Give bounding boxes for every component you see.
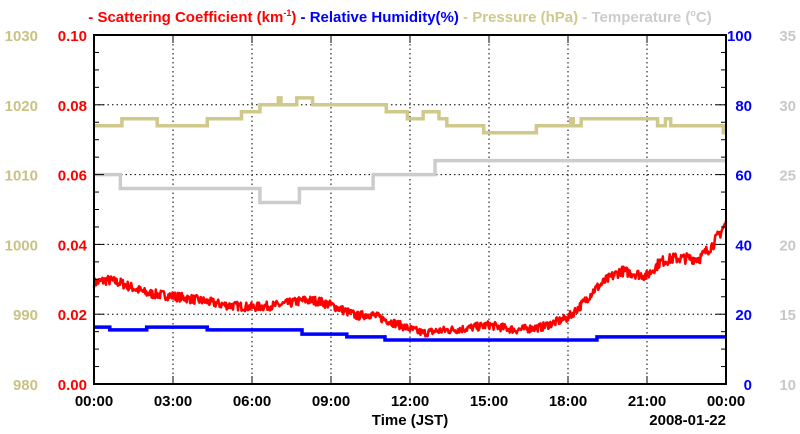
pressure-tick-label: 1000 [5, 237, 38, 254]
scattering-tick-label: 0.08 [58, 98, 87, 115]
x-tick-label: 21:00 [628, 393, 666, 410]
legend-superscript: o [690, 8, 696, 18]
series-relative-humidity [94, 325, 726, 342]
legend: - Scattering Coefficient (km-1) - Relati… [88, 8, 711, 26]
date-label: 2008-01-22 [649, 412, 726, 429]
x-tick-label: 15:00 [470, 393, 508, 410]
pressure-tick-label: 990 [13, 307, 38, 324]
x-tick-label: 06:00 [233, 393, 271, 410]
legend-label-close: ) [291, 9, 296, 26]
temperature-tick-label: 15 [779, 307, 796, 324]
pressure-tick-label: 980 [13, 377, 38, 394]
scattering-tick-label: 0.00 [58, 377, 87, 394]
temperature-tick-label: 30 [779, 98, 796, 115]
series-scattering-coefficient [92, 220, 728, 338]
legend-text: - Scattering Coefficient (km-1) - Relati… [88, 8, 711, 26]
legend-label-close: C) [696, 9, 712, 26]
x-tick-label: 09:00 [312, 393, 350, 410]
legend-label: Temperature ( [591, 9, 690, 26]
scattering-tick-label: 0.02 [58, 307, 87, 324]
temperature-tick-label: 10 [779, 377, 796, 394]
temperature-tick-label: 35 [779, 28, 796, 45]
series-pressure [94, 96, 726, 135]
humidity-tick-label: 20 [735, 307, 752, 324]
x-tick-label: 03:00 [154, 393, 192, 410]
temperature-tick-label: 25 [779, 168, 796, 185]
x-axis-label: Time (JST) [372, 412, 448, 429]
humidity-tick-label: 80 [735, 98, 752, 115]
legend-dash: - [296, 9, 309, 26]
x-tick-label: 18:00 [549, 393, 587, 410]
legend-superscript: -1 [283, 8, 291, 18]
x-tick-label: 00:00 [75, 393, 113, 410]
scattering-tick-label: 0.06 [58, 168, 87, 185]
humidity-tick-label: 0 [744, 377, 752, 394]
humidity-tick-label: 40 [735, 237, 752, 254]
humidity-tick-label: 60 [735, 168, 752, 185]
x-tick-label: 00:00 [707, 393, 745, 410]
x-tick-label: 12:00 [391, 393, 429, 410]
legend-label: Pressure (hPa) [472, 9, 578, 26]
pressure-tick-label: 1030 [5, 28, 38, 45]
legend-dash: - [88, 9, 97, 26]
scattering-tick-label: 0.04 [58, 237, 88, 254]
temperature-tick-label: 20 [779, 237, 796, 254]
axis-ticks: 00:00 03:00 06:00 09:00 12:00 15:00 18:00 21:00… [5, 28, 796, 410]
humidity-tick-label: 100 [727, 28, 752, 45]
legend-dash: - [578, 9, 591, 26]
series-temperature [94, 158, 726, 205]
series-layer [92, 96, 728, 342]
legend-label: Relative Humidity(%) [310, 9, 459, 26]
legend-dash: - [459, 9, 472, 26]
pressure-tick-label: 1020 [5, 98, 38, 115]
scattering-tick-label: 0.10 [58, 28, 87, 45]
legend-label: Scattering Coefficient (km [97, 9, 283, 26]
pressure-tick-label: 1010 [5, 168, 38, 185]
